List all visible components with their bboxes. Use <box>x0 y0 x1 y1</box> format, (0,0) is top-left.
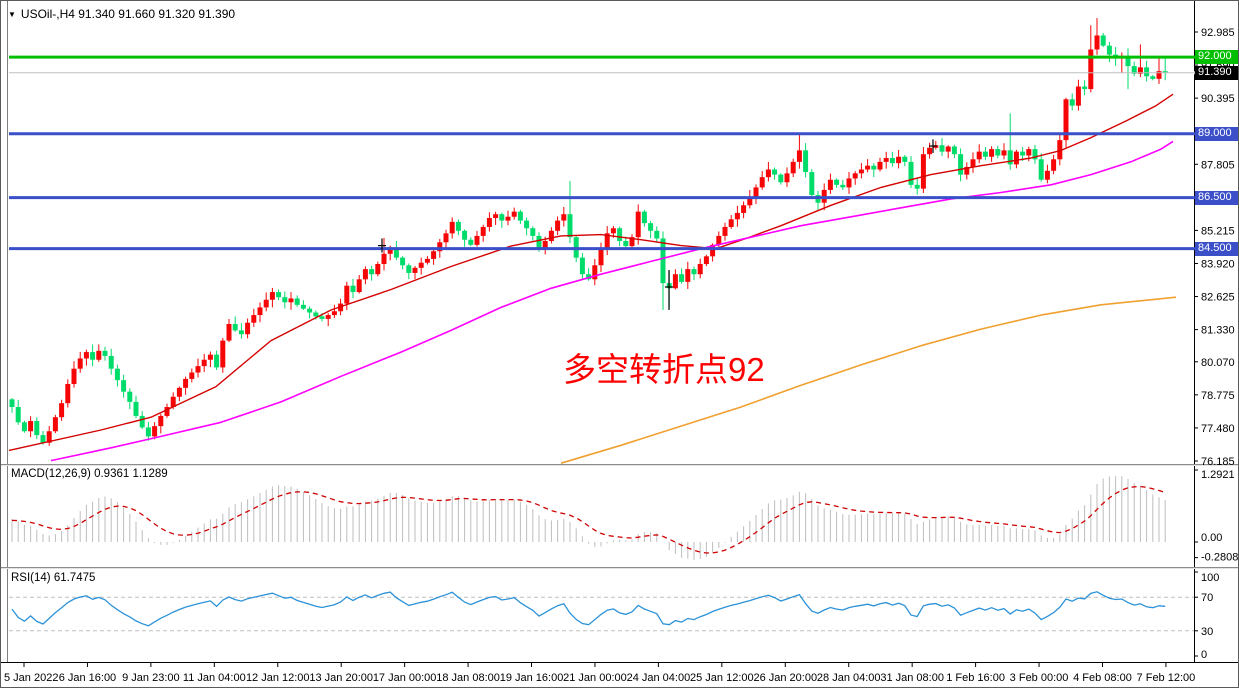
price-level-badge-86-5: 86.500 <box>1195 190 1238 205</box>
rsi-indicator-label: RSI(14) 61.7475 <box>11 572 96 584</box>
macd-panel: 1.2921 0.00 -0.2808 <box>11 469 1238 564</box>
svg-text:80.070: 80.070 <box>1201 357 1235 369</box>
rsi-line <box>11 591 1166 627</box>
svg-text:92.985: 92.985 <box>1201 27 1235 39</box>
time-axis-label: 12 Jan 12:00 <box>246 672 310 684</box>
panel-frames <box>1 1 1238 663</box>
time-axis-label: 26 Jan 20:00 <box>753 672 817 684</box>
time-axis-label: 24 Jan 04:00 <box>627 672 691 684</box>
svg-text:77.480: 77.480 <box>1201 423 1235 435</box>
svg-text:76.185: 76.185 <box>1201 456 1235 468</box>
time-axis-label: 11 Jan 04:00 <box>183 672 246 684</box>
time-axis-label: 21 Jan 00:00 <box>563 672 627 684</box>
svg-text:83.920: 83.920 <box>1201 258 1235 270</box>
svg-text:0: 0 <box>1201 649 1207 661</box>
svg-text:1.2921: 1.2921 <box>1201 469 1235 481</box>
ma-mid-magenta <box>50 140 1174 462</box>
svg-text:-0.2808: -0.2808 <box>1201 552 1238 564</box>
time-axis-label: 25 Jan 12:00 <box>690 672 754 684</box>
time-axis-label: 31 Jan 08:00 <box>880 672 944 684</box>
time-axis-label: 9 Jan 23:00 <box>122 672 180 684</box>
time-axis-label: 18 Jan 08:00 <box>436 672 500 684</box>
price-level-badge-92: 92.000 <box>1195 50 1238 65</box>
moving-averages-layer <box>8 93 1177 464</box>
time-axis-label: 17 Jan 00:00 <box>373 672 437 684</box>
svg-text:30: 30 <box>1201 626 1213 638</box>
macd-signal-line <box>11 485 1166 554</box>
level-lines-layer <box>9 55 1199 251</box>
time-axis-label: 6 Jan 16:00 <box>59 672 117 684</box>
svg-text:85.215: 85.215 <box>1201 225 1235 237</box>
time-axis-label: 4 Feb 08:00 <box>1073 672 1132 684</box>
time-axis-label: 5 Jan 2022 <box>4 672 58 684</box>
svg-text:81.330: 81.330 <box>1201 325 1235 337</box>
price-level-badge-89: 89.000 <box>1195 126 1238 141</box>
rsi-panel: 100 70 30 0 <box>9 571 1219 661</box>
svg-text:70: 70 <box>1201 592 1213 604</box>
svg-text:100: 100 <box>1201 572 1219 584</box>
time-axis-label: 7 Feb 12:00 <box>1137 672 1196 684</box>
chart-title-bar: ▼ USOil-,H4 91.340 91.660 91.320 91.390 <box>8 7 235 21</box>
time-axis-label: 1 Feb 16:00 <box>946 672 1005 684</box>
annotation-text: 多空转折点92 <box>563 351 765 388</box>
svg-text:90.395: 90.395 <box>1201 93 1235 105</box>
time-axis-label: 28 Jan 04:00 <box>817 672 881 684</box>
time-axis-label: 13 Jan 20:00 <box>309 672 373 684</box>
macd-indicator-label: MACD(12,26,9) 0.9361 1.1289 <box>11 468 168 480</box>
time-axis: 5 Jan 2022 6 Jan 16:00 9 Jan 23:00 11 Jan 0… <box>4 663 1195 684</box>
svg-text:82.625: 82.625 <box>1201 292 1235 304</box>
time-axis-label: 3 Feb 00:00 <box>1010 672 1069 684</box>
symbol-dropdown-icon[interactable]: ▼ <box>8 10 16 19</box>
svg-text:0.00: 0.00 <box>1201 532 1222 544</box>
bid-price-badge: 91.390 <box>1195 65 1238 80</box>
black-marks-layer <box>378 139 937 310</box>
time-axis-label: 19 Jan 16:00 <box>500 672 564 684</box>
ma-slow-orange <box>560 296 1177 464</box>
svg-text:87.805: 87.805 <box>1201 159 1235 171</box>
price-level-badge-84-5: 84.500 <box>1195 241 1238 256</box>
chart-title: USOil-,H4 91.340 91.660 91.320 91.390 <box>20 7 236 21</box>
svg-text:78.775: 78.775 <box>1201 390 1235 402</box>
ma-fast-red <box>8 93 1174 452</box>
